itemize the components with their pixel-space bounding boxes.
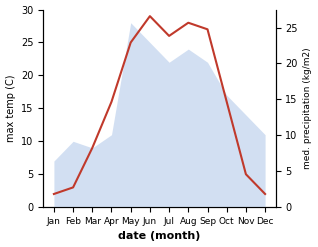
X-axis label: date (month): date (month) — [118, 231, 201, 242]
Y-axis label: med. precipitation (kg/m2): med. precipitation (kg/m2) — [303, 48, 313, 169]
Y-axis label: max temp (C): max temp (C) — [5, 75, 16, 142]
